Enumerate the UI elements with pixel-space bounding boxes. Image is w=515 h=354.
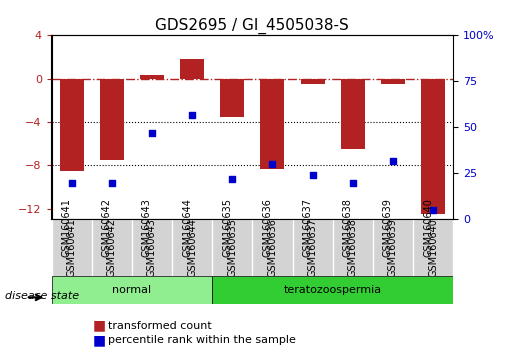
Bar (60, 79, 83, 171)
Text: GSM160639: GSM160639 (383, 199, 393, 257)
Text: disease state: disease state (5, 291, 79, 301)
Bar (301, 79, 324, 84)
Text: GSM160636: GSM160636 (267, 218, 278, 277)
Text: normal: normal (112, 285, 151, 295)
Text: GSM160637: GSM160637 (303, 199, 313, 257)
Point (389, 158, 397, 164)
Text: transformed count: transformed count (108, 321, 212, 331)
Text: GSM160638: GSM160638 (348, 218, 358, 277)
Text: GSM160641: GSM160641 (66, 218, 77, 277)
Bar (381, 79, 405, 84)
Text: GSM160644: GSM160644 (187, 218, 197, 277)
Text: GSM160644: GSM160644 (182, 199, 192, 257)
Text: GSM160635: GSM160635 (222, 199, 232, 257)
Bar (220, 79, 244, 116)
Bar (261, 79, 284, 169)
Text: teratozoospermia: teratozoospermia (284, 285, 382, 295)
Bar (421, 79, 445, 214)
Bar (100, 79, 124, 160)
FancyBboxPatch shape (52, 276, 212, 304)
Text: GSM160640: GSM160640 (423, 199, 433, 257)
Text: GSM160637: GSM160637 (307, 218, 318, 277)
FancyBboxPatch shape (212, 276, 453, 304)
Text: GSM160643: GSM160643 (142, 199, 152, 257)
Bar (341, 79, 365, 149)
Point (148, 130, 156, 136)
Text: ■: ■ (93, 319, 106, 333)
Text: GSM160639: GSM160639 (388, 218, 398, 277)
Point (67, 180, 76, 185)
Text: GSM160636: GSM160636 (263, 199, 272, 257)
Text: GSM160642: GSM160642 (107, 218, 117, 277)
Point (349, 180, 357, 185)
Text: GSM160641: GSM160641 (62, 199, 72, 257)
Point (429, 207, 437, 213)
Text: percentile rank within the sample: percentile rank within the sample (108, 335, 296, 345)
Text: GSM160638: GSM160638 (343, 199, 353, 257)
Text: GSM160642: GSM160642 (102, 199, 112, 257)
Point (268, 161, 277, 167)
Bar (140, 75, 164, 79)
Point (108, 180, 116, 185)
Bar (180, 59, 204, 79)
Title: GDS2695 / GI_4505038-S: GDS2695 / GI_4505038-S (156, 18, 349, 34)
Text: GSM160640: GSM160640 (428, 218, 438, 277)
Text: GSM160643: GSM160643 (147, 218, 157, 277)
Point (308, 172, 317, 178)
Point (188, 112, 196, 118)
Point (228, 176, 236, 182)
Text: ■: ■ (93, 333, 106, 347)
Text: GSM160635: GSM160635 (227, 218, 237, 277)
